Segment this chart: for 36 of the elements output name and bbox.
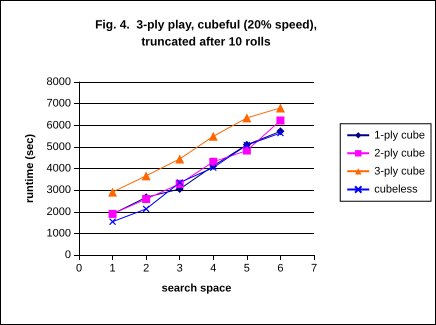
legend-label: cubeless	[374, 184, 418, 196]
x-tick-label: 4	[210, 262, 216, 274]
y-tick-label: 3000	[46, 184, 71, 196]
chart-title: Fig. 4. 3-ply play, cubeful (20% speed), truncated after 10 rolls	[95, 18, 317, 48]
y-tick-label: 5000	[46, 140, 71, 153]
y-tick-label: 7000	[46, 98, 71, 110]
y-tick-label: 6000	[46, 119, 71, 132]
point	[142, 171, 151, 180]
point	[142, 205, 150, 213]
x-tick-label: 6	[277, 262, 284, 274]
point	[210, 164, 217, 172]
y-tick-label: 2000	[46, 206, 71, 218]
x-tick-label: 2	[143, 262, 150, 274]
x-tick-label: 5	[244, 262, 250, 274]
point	[208, 132, 218, 141]
point	[242, 146, 251, 155]
y-tick-label: 8000	[46, 76, 71, 88]
y-tick-label: 4000	[46, 162, 71, 174]
x-tick-label: 0	[76, 262, 82, 274]
point	[175, 154, 184, 164]
x-tick-label: 7	[310, 262, 318, 274]
x-tick-label: 1	[110, 262, 116, 274]
legend-label: 3-ply cube	[374, 165, 426, 178]
point	[276, 116, 284, 124]
legend-label: 2-ply cube	[374, 147, 426, 160]
point	[209, 158, 218, 166]
y-tick-label: 0	[64, 249, 71, 261]
point	[242, 113, 252, 122]
x-tick-label: 3	[176, 262, 183, 274]
legend-label: 1-ply cube	[374, 129, 426, 142]
point	[108, 218, 116, 226]
x-axis-title: search space	[162, 282, 232, 294]
y-tick-label: 1000	[46, 227, 71, 240]
point	[108, 188, 118, 197]
y-axis-title: runtime (sec)	[24, 134, 36, 204]
point	[276, 103, 285, 112]
